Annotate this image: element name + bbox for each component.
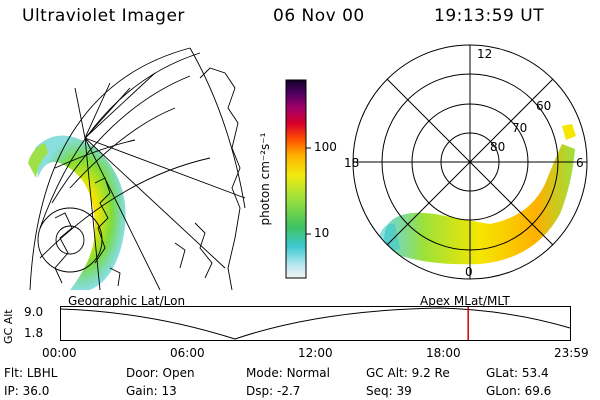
status-seq: Seq: 39 [366, 384, 412, 398]
timeline-y-min: 1.8 [24, 326, 44, 340]
status-gcalt-value: 9.2 Re [411, 366, 450, 380]
status-dsp: Dsp: -2.7 [246, 384, 301, 398]
status-glat: GLat: 53.4 [486, 366, 549, 380]
status-door: Door: Open [126, 366, 195, 380]
colorbar-label: photon cm⁻²s⁻¹ [258, 132, 272, 226]
mlt-label-12: 12 [477, 47, 492, 61]
status-gain: Gain: 13 [126, 384, 177, 398]
timeline-tick-2: 12:00 [298, 346, 333, 360]
status-dsp-value: -2.7 [276, 384, 301, 398]
polar-mlat-mlt-plot: 12 18 6 0 60 70 80 [344, 44, 588, 280]
image-date: 06 Nov 00 [273, 6, 365, 26]
status-seq-value: 39 [396, 384, 412, 398]
mlt-label-18: 18 [344, 156, 359, 170]
mlat-ring-70: 70 [512, 121, 527, 135]
timeline-tick-4: 23:59 [554, 346, 589, 360]
mlt-label-0: 0 [465, 265, 473, 279]
mlt-label-6: 6 [576, 156, 584, 170]
status-ip: IP: 36.0 [4, 384, 50, 398]
status-ip-value: 36.0 [22, 384, 50, 398]
colorbar [285, 79, 311, 279]
mlat-ring-80: 80 [490, 140, 505, 154]
timeline-y-max: 9.0 [24, 305, 44, 319]
geographic-image [28, 47, 246, 290]
right-panel-label: Apex MLat/MLT [420, 294, 510, 308]
altitude-timeline [60, 306, 571, 341]
image-time: 19:13:59 UT [434, 6, 545, 26]
status-glon: GLon: 69.6 [486, 384, 552, 398]
colorbar-tick-10: 10 [314, 226, 330, 240]
status-gain-value: 13 [161, 384, 177, 398]
status-flt: Flt: LBHL [4, 366, 58, 380]
status-flt-value: LBHL [26, 366, 58, 380]
status-glon-value: 69.6 [524, 384, 552, 398]
timeline-tick-3: 18:00 [426, 346, 461, 360]
status-mode: Mode: Normal [246, 366, 330, 380]
status-glat-value: 53.4 [521, 366, 549, 380]
colorbar-tick-100: 100 [314, 140, 337, 154]
timeline-tick-1: 06:00 [170, 346, 205, 360]
mlat-ring-60: 60 [536, 99, 551, 113]
status-gcalt: GC Alt: 9.2 Re [366, 366, 450, 380]
status-mode-value: Normal [286, 366, 330, 380]
timeline-tick-0: 00:00 [42, 346, 77, 360]
status-door-value: Open [162, 366, 195, 380]
left-panel-label: Geographic Lat/Lon [68, 294, 186, 308]
app-title: Ultraviolet Imager [22, 6, 185, 26]
timeline-y-label: GC Alt [2, 309, 15, 344]
